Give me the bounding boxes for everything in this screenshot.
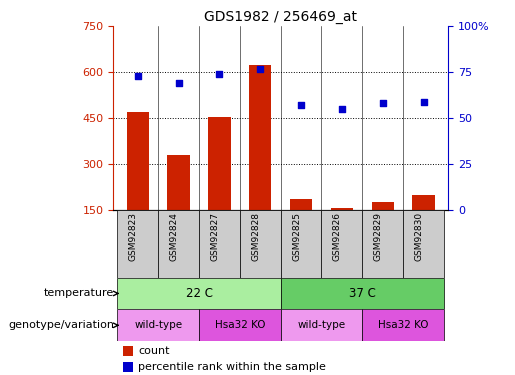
Bar bbox=[249, 64, 271, 210]
Text: wild-type: wild-type bbox=[134, 320, 182, 330]
Bar bbox=[124, 362, 133, 372]
Text: GSM92823: GSM92823 bbox=[129, 212, 138, 261]
Bar bbox=[281, 210, 321, 278]
Text: GSM92828: GSM92828 bbox=[251, 212, 260, 261]
Text: GSM92826: GSM92826 bbox=[333, 212, 342, 261]
Text: GSM92825: GSM92825 bbox=[292, 212, 301, 261]
Text: 22 C: 22 C bbox=[185, 287, 213, 300]
Text: GSM92824: GSM92824 bbox=[169, 212, 179, 261]
Text: Hsa32 KO: Hsa32 KO bbox=[215, 320, 265, 330]
Text: genotype/variation: genotype/variation bbox=[8, 320, 114, 330]
Text: GSM92827: GSM92827 bbox=[211, 212, 219, 261]
Bar bbox=[158, 210, 199, 278]
Text: Hsa32 KO: Hsa32 KO bbox=[378, 320, 428, 330]
Bar bbox=[167, 155, 190, 210]
Bar bbox=[281, 278, 444, 309]
Point bbox=[175, 80, 183, 86]
Point bbox=[256, 66, 264, 72]
Bar bbox=[363, 309, 444, 341]
Bar bbox=[413, 195, 435, 210]
Point bbox=[338, 106, 346, 112]
Text: count: count bbox=[139, 346, 170, 356]
Bar bbox=[281, 309, 363, 341]
Bar bbox=[117, 309, 199, 341]
Text: 37 C: 37 C bbox=[349, 287, 376, 300]
Text: percentile rank within the sample: percentile rank within the sample bbox=[139, 362, 327, 372]
Bar bbox=[290, 199, 312, 210]
Bar bbox=[127, 112, 149, 210]
Bar bbox=[199, 309, 281, 341]
Text: wild-type: wild-type bbox=[298, 320, 346, 330]
Bar bbox=[403, 210, 444, 278]
Point bbox=[134, 73, 142, 79]
Bar bbox=[208, 117, 231, 210]
Bar bbox=[371, 202, 394, 210]
Bar bbox=[117, 210, 158, 278]
Bar bbox=[117, 278, 281, 309]
Bar bbox=[363, 210, 403, 278]
Title: GDS1982 / 256469_at: GDS1982 / 256469_at bbox=[204, 10, 357, 24]
Text: GSM92830: GSM92830 bbox=[415, 212, 423, 261]
Bar bbox=[240, 210, 281, 278]
Bar bbox=[199, 210, 240, 278]
Bar bbox=[124, 346, 133, 356]
Point bbox=[379, 100, 387, 106]
Point bbox=[215, 71, 224, 77]
Bar bbox=[331, 209, 353, 210]
Text: temperature: temperature bbox=[44, 288, 114, 298]
Bar bbox=[321, 210, 363, 278]
Text: GSM92829: GSM92829 bbox=[374, 212, 383, 261]
Point bbox=[297, 102, 305, 108]
Point bbox=[419, 99, 427, 105]
